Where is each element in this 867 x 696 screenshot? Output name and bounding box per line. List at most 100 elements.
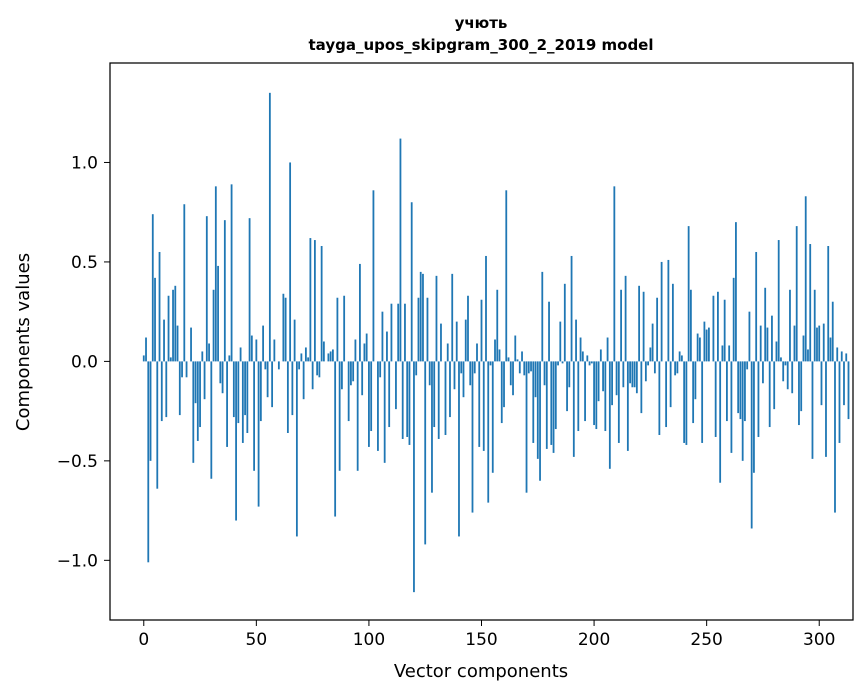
bar xyxy=(354,339,357,362)
bar xyxy=(708,327,710,362)
bar xyxy=(843,361,845,406)
bar xyxy=(205,216,208,362)
bar xyxy=(579,337,582,362)
bar xyxy=(694,361,697,400)
bar xyxy=(728,345,731,362)
bar xyxy=(383,361,386,463)
bar xyxy=(735,222,737,362)
bar xyxy=(676,361,679,374)
bar xyxy=(764,287,767,362)
bar xyxy=(291,361,294,416)
bar xyxy=(804,196,807,362)
bar xyxy=(219,361,222,384)
bar xyxy=(692,361,695,424)
bar xyxy=(552,361,555,453)
bar xyxy=(156,361,159,489)
bar xyxy=(487,361,490,503)
bar xyxy=(527,361,530,374)
bar xyxy=(413,361,415,593)
bar xyxy=(424,361,427,545)
bar xyxy=(570,255,573,362)
bar xyxy=(208,343,210,362)
bar-series xyxy=(142,92,850,593)
bar xyxy=(174,285,177,362)
bar xyxy=(671,283,674,362)
bar xyxy=(422,273,424,362)
bar xyxy=(568,361,571,388)
bar xyxy=(352,361,355,382)
bar xyxy=(246,361,249,433)
bar xyxy=(313,240,316,362)
bar xyxy=(368,361,370,447)
bar xyxy=(667,259,670,362)
bar xyxy=(147,361,150,563)
bar xyxy=(322,341,325,362)
bar xyxy=(433,361,436,428)
bar xyxy=(820,361,823,406)
bar xyxy=(640,361,643,414)
bar xyxy=(847,361,850,420)
bar xyxy=(566,361,568,412)
bar xyxy=(680,355,683,362)
bar xyxy=(142,355,145,362)
bar xyxy=(496,289,499,362)
bar xyxy=(417,297,420,362)
bar xyxy=(789,289,791,362)
bar xyxy=(827,246,830,362)
bar xyxy=(807,349,809,362)
bar xyxy=(550,361,553,445)
bar xyxy=(744,361,746,422)
bar xyxy=(372,190,375,362)
bar xyxy=(699,337,701,362)
y-tick-label: 0.5 xyxy=(71,253,98,273)
bar xyxy=(741,361,744,461)
bar xyxy=(624,275,627,362)
bar xyxy=(532,361,535,443)
bar xyxy=(253,361,255,471)
bar xyxy=(523,361,526,376)
bar xyxy=(750,361,753,529)
bar xyxy=(746,361,749,370)
bar xyxy=(289,162,292,362)
bar xyxy=(210,361,213,479)
bar xyxy=(395,361,397,410)
y-axis-ticks: −1.0 −0.5 0.0 0.5 1.0 xyxy=(57,153,110,571)
bar xyxy=(793,325,796,362)
bar xyxy=(705,329,708,362)
bar xyxy=(622,361,625,388)
bar xyxy=(359,263,361,362)
x-tick-label: 150 xyxy=(465,630,497,650)
bar xyxy=(795,226,798,362)
bar xyxy=(482,361,485,451)
bar xyxy=(802,335,805,362)
bar xyxy=(845,353,848,362)
bar xyxy=(266,361,269,398)
bar xyxy=(500,361,503,424)
bar xyxy=(165,361,168,418)
bar xyxy=(458,361,460,537)
bar xyxy=(336,297,339,362)
bar xyxy=(462,361,465,398)
x-tick-label: 100 xyxy=(353,630,385,650)
bar xyxy=(563,283,566,362)
bar xyxy=(816,327,818,362)
bar xyxy=(257,361,260,507)
bar xyxy=(235,361,237,521)
bar xyxy=(388,361,391,428)
bar xyxy=(194,361,197,404)
y-tick-label: −0.5 xyxy=(57,452,98,472)
bar xyxy=(329,351,332,362)
bar xyxy=(593,361,595,426)
bar xyxy=(286,361,289,433)
bar xyxy=(304,347,307,362)
bar xyxy=(203,361,206,400)
bar xyxy=(730,361,733,453)
x-tick-label: 300 xyxy=(803,630,835,650)
bar xyxy=(381,311,384,362)
bar xyxy=(629,361,631,384)
x-tick-label: 50 xyxy=(246,630,268,650)
bar xyxy=(377,361,379,451)
bar xyxy=(221,361,224,394)
bar xyxy=(316,361,319,376)
bar xyxy=(410,202,413,362)
